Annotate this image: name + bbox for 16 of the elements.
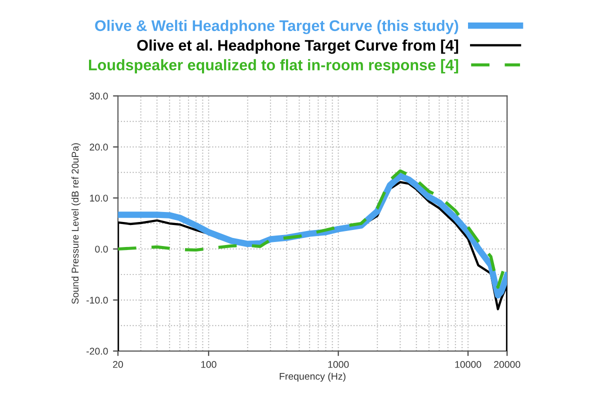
legend-label: Loudspeaker equalized to flat in-room response [4] (88, 59, 458, 74)
y-tick-label: -20.0 (86, 348, 108, 355)
legend-label: Olive & Welti Headphone Target Curve (this study) (95, 20, 458, 34)
legend-label: Olive et al. Headphone Target Curve from [4] (137, 40, 458, 54)
x-tick-label: 10000 (455, 361, 482, 368)
y-axis-title: Sound Pressure Level (dB ref 20uPa) (71, 143, 81, 304)
y-tick-label: 30.0 (90, 92, 108, 100)
y-tick-label: 0.0 (95, 246, 108, 253)
x-tick-label: 100 (201, 361, 216, 368)
x-tick-label: 20000 (494, 361, 520, 368)
y-tick-label: 10.0 (90, 194, 108, 202)
x-axis-title: Frequency (Hz) (280, 372, 346, 382)
x-tick-label: 20 (113, 361, 123, 368)
x-tick-label: 1000 (328, 361, 349, 368)
y-tick-label: -10.0 (86, 296, 108, 304)
y-tick-label: 20.0 (90, 144, 108, 151)
